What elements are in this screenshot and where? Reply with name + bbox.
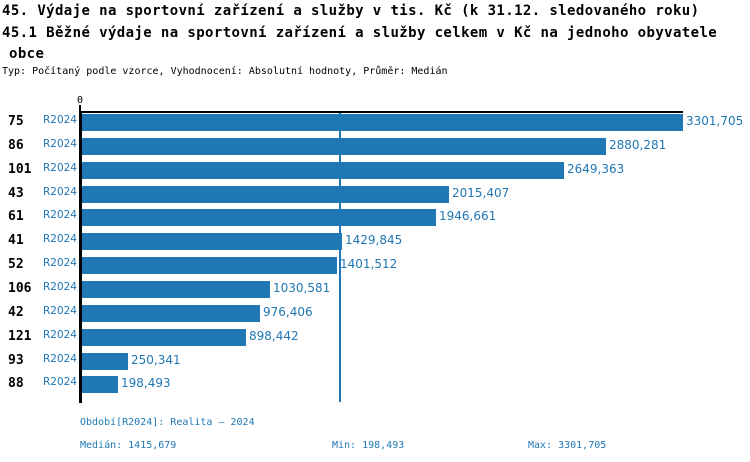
median-stat-label: Medián: 1415,679: [80, 440, 177, 451]
row-series-link[interactable]: R2024: [42, 114, 77, 126]
report-meta-line: Typ: Počítaný podle vzorce, Vyhodnocení:…: [2, 66, 448, 77]
bar: [82, 305, 260, 322]
chart-row: 106 R2024 1030,581: [0, 281, 750, 298]
bar-value-label: 198,493: [121, 376, 171, 390]
max-stat-label: Max: 3301,705: [528, 440, 607, 451]
row-series-link[interactable]: R2024: [42, 257, 77, 269]
period-label: Období[R2024]: Realita – 2024: [80, 417, 255, 428]
bar: [82, 281, 270, 298]
row-series-link[interactable]: R2024: [42, 209, 77, 221]
row-id-label: 93: [8, 353, 24, 368]
bar: [82, 353, 128, 370]
row-id-label: 75: [8, 114, 24, 129]
row-id-label: 101: [8, 162, 32, 177]
bar: [82, 209, 436, 226]
report-title-line2: 45.1 Běžné výdaje na sportovní zařízení …: [2, 25, 718, 41]
row-id-label: 42: [8, 305, 24, 320]
bar: [82, 186, 449, 203]
chart-row: 86 R2024 2880,281: [0, 138, 750, 155]
row-series-link[interactable]: R2024: [42, 233, 77, 245]
chart-row: 75 R2024 3301,705: [0, 114, 750, 131]
y-axis-line: [79, 111, 82, 403]
median-reference-line: [339, 113, 341, 402]
chart-row: 43 R2024 2015,407: [0, 186, 750, 203]
chart-row: 52 R2024 1401,512: [0, 257, 750, 274]
row-series-link[interactable]: R2024: [42, 281, 77, 293]
bar-value-label: 1030,581: [273, 281, 331, 295]
bar-value-label: 3301,705: [686, 114, 744, 128]
row-series-link[interactable]: R2024: [42, 376, 77, 388]
row-id-label: 121: [8, 329, 32, 344]
bar: [82, 257, 337, 274]
bar: [82, 329, 246, 346]
x-axis-origin-label: 0: [76, 95, 84, 106]
bar: [82, 138, 606, 155]
row-id-label: 106: [8, 281, 32, 296]
row-series-link[interactable]: R2024: [42, 162, 77, 174]
min-stat-label: Min: 198,493: [332, 440, 405, 451]
row-id-label: 88: [8, 376, 24, 391]
row-series-link[interactable]: R2024: [42, 138, 77, 150]
bar-value-label: 2649,363: [567, 162, 625, 176]
chart-row: 42 R2024 976,406: [0, 305, 750, 322]
row-id-label: 43: [8, 186, 24, 201]
bar-value-label: 250,341: [131, 353, 181, 367]
row-series-link[interactable]: R2024: [42, 329, 77, 341]
bar-value-label: 2880,281: [609, 138, 667, 152]
row-id-label: 61: [8, 209, 24, 224]
x-axis-tick: [79, 105, 81, 115]
row-series-link[interactable]: R2024: [42, 305, 77, 317]
bar-value-label: 976,406: [263, 305, 313, 319]
chart-row: 61 R2024 1946,661: [0, 209, 750, 226]
row-series-link[interactable]: R2024: [42, 186, 77, 198]
report-title-line3: obce: [9, 46, 45, 62]
bar: [82, 233, 342, 250]
bar-value-label: 1946,661: [439, 209, 497, 223]
x-axis-line: [79, 111, 683, 113]
bar-value-label: 1429,845: [345, 233, 403, 247]
report-title-line1: 45. Výdaje na sportovní zařízení a služb…: [2, 3, 700, 19]
row-id-label: 52: [8, 257, 24, 272]
row-id-label: 86: [8, 138, 24, 153]
chart-row: 88 R2024 198,493: [0, 376, 750, 393]
bar-value-label: 898,442: [249, 329, 299, 343]
row-id-label: 41: [8, 233, 24, 248]
chart-row: 93 R2024 250,341: [0, 353, 750, 370]
bar: [82, 162, 564, 179]
bar: [82, 376, 118, 393]
chart-row: 101 R2024 2649,363: [0, 162, 750, 179]
bar-value-label: 1401,512: [340, 257, 398, 271]
bar: [82, 114, 683, 131]
bar-value-label: 2015,407: [452, 186, 510, 200]
chart-row: 121 R2024 898,442: [0, 329, 750, 346]
row-series-link[interactable]: R2024: [42, 353, 77, 365]
chart-row: 41 R2024 1429,845: [0, 233, 750, 250]
